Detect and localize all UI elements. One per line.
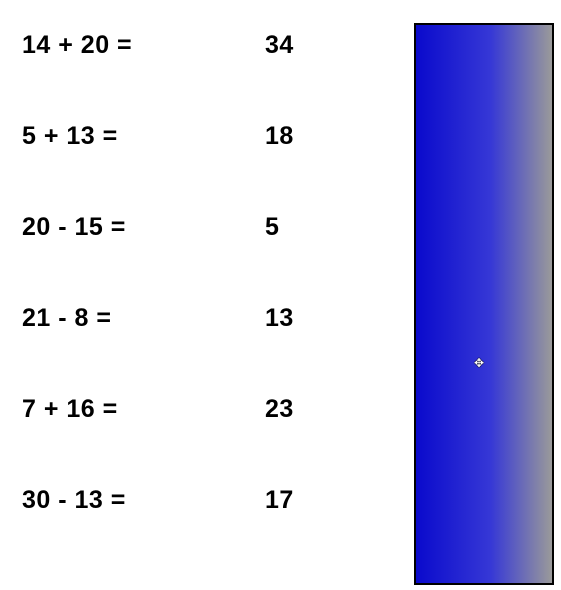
- problem-answer: 34: [265, 30, 294, 121]
- problem-expression: 7 + 16 =: [22, 394, 132, 485]
- problem-answer: 17: [265, 485, 294, 576]
- problem-answer: 23: [265, 394, 294, 485]
- answer-column: 34 18 5 13 23 17: [265, 30, 294, 576]
- problem-expression: 5 + 13 =: [22, 121, 132, 212]
- problem-expression: 21 - 8 =: [22, 303, 132, 394]
- problem-expression: 14 + 20 =: [22, 30, 132, 121]
- worksheet-stage: 14 + 20 = 5 + 13 = 20 - 15 = 21 - 8 = 7 …: [0, 0, 561, 590]
- problem-answer: 18: [265, 121, 294, 212]
- problem-expression: 30 - 13 =: [22, 485, 132, 576]
- problem-answer: 13: [265, 303, 294, 394]
- problem-answer: 5: [265, 212, 294, 303]
- problem-column: 14 + 20 = 5 + 13 = 20 - 15 = 21 - 8 = 7 …: [22, 30, 132, 576]
- cover-panel[interactable]: [414, 23, 554, 585]
- problem-expression: 20 - 15 =: [22, 212, 132, 303]
